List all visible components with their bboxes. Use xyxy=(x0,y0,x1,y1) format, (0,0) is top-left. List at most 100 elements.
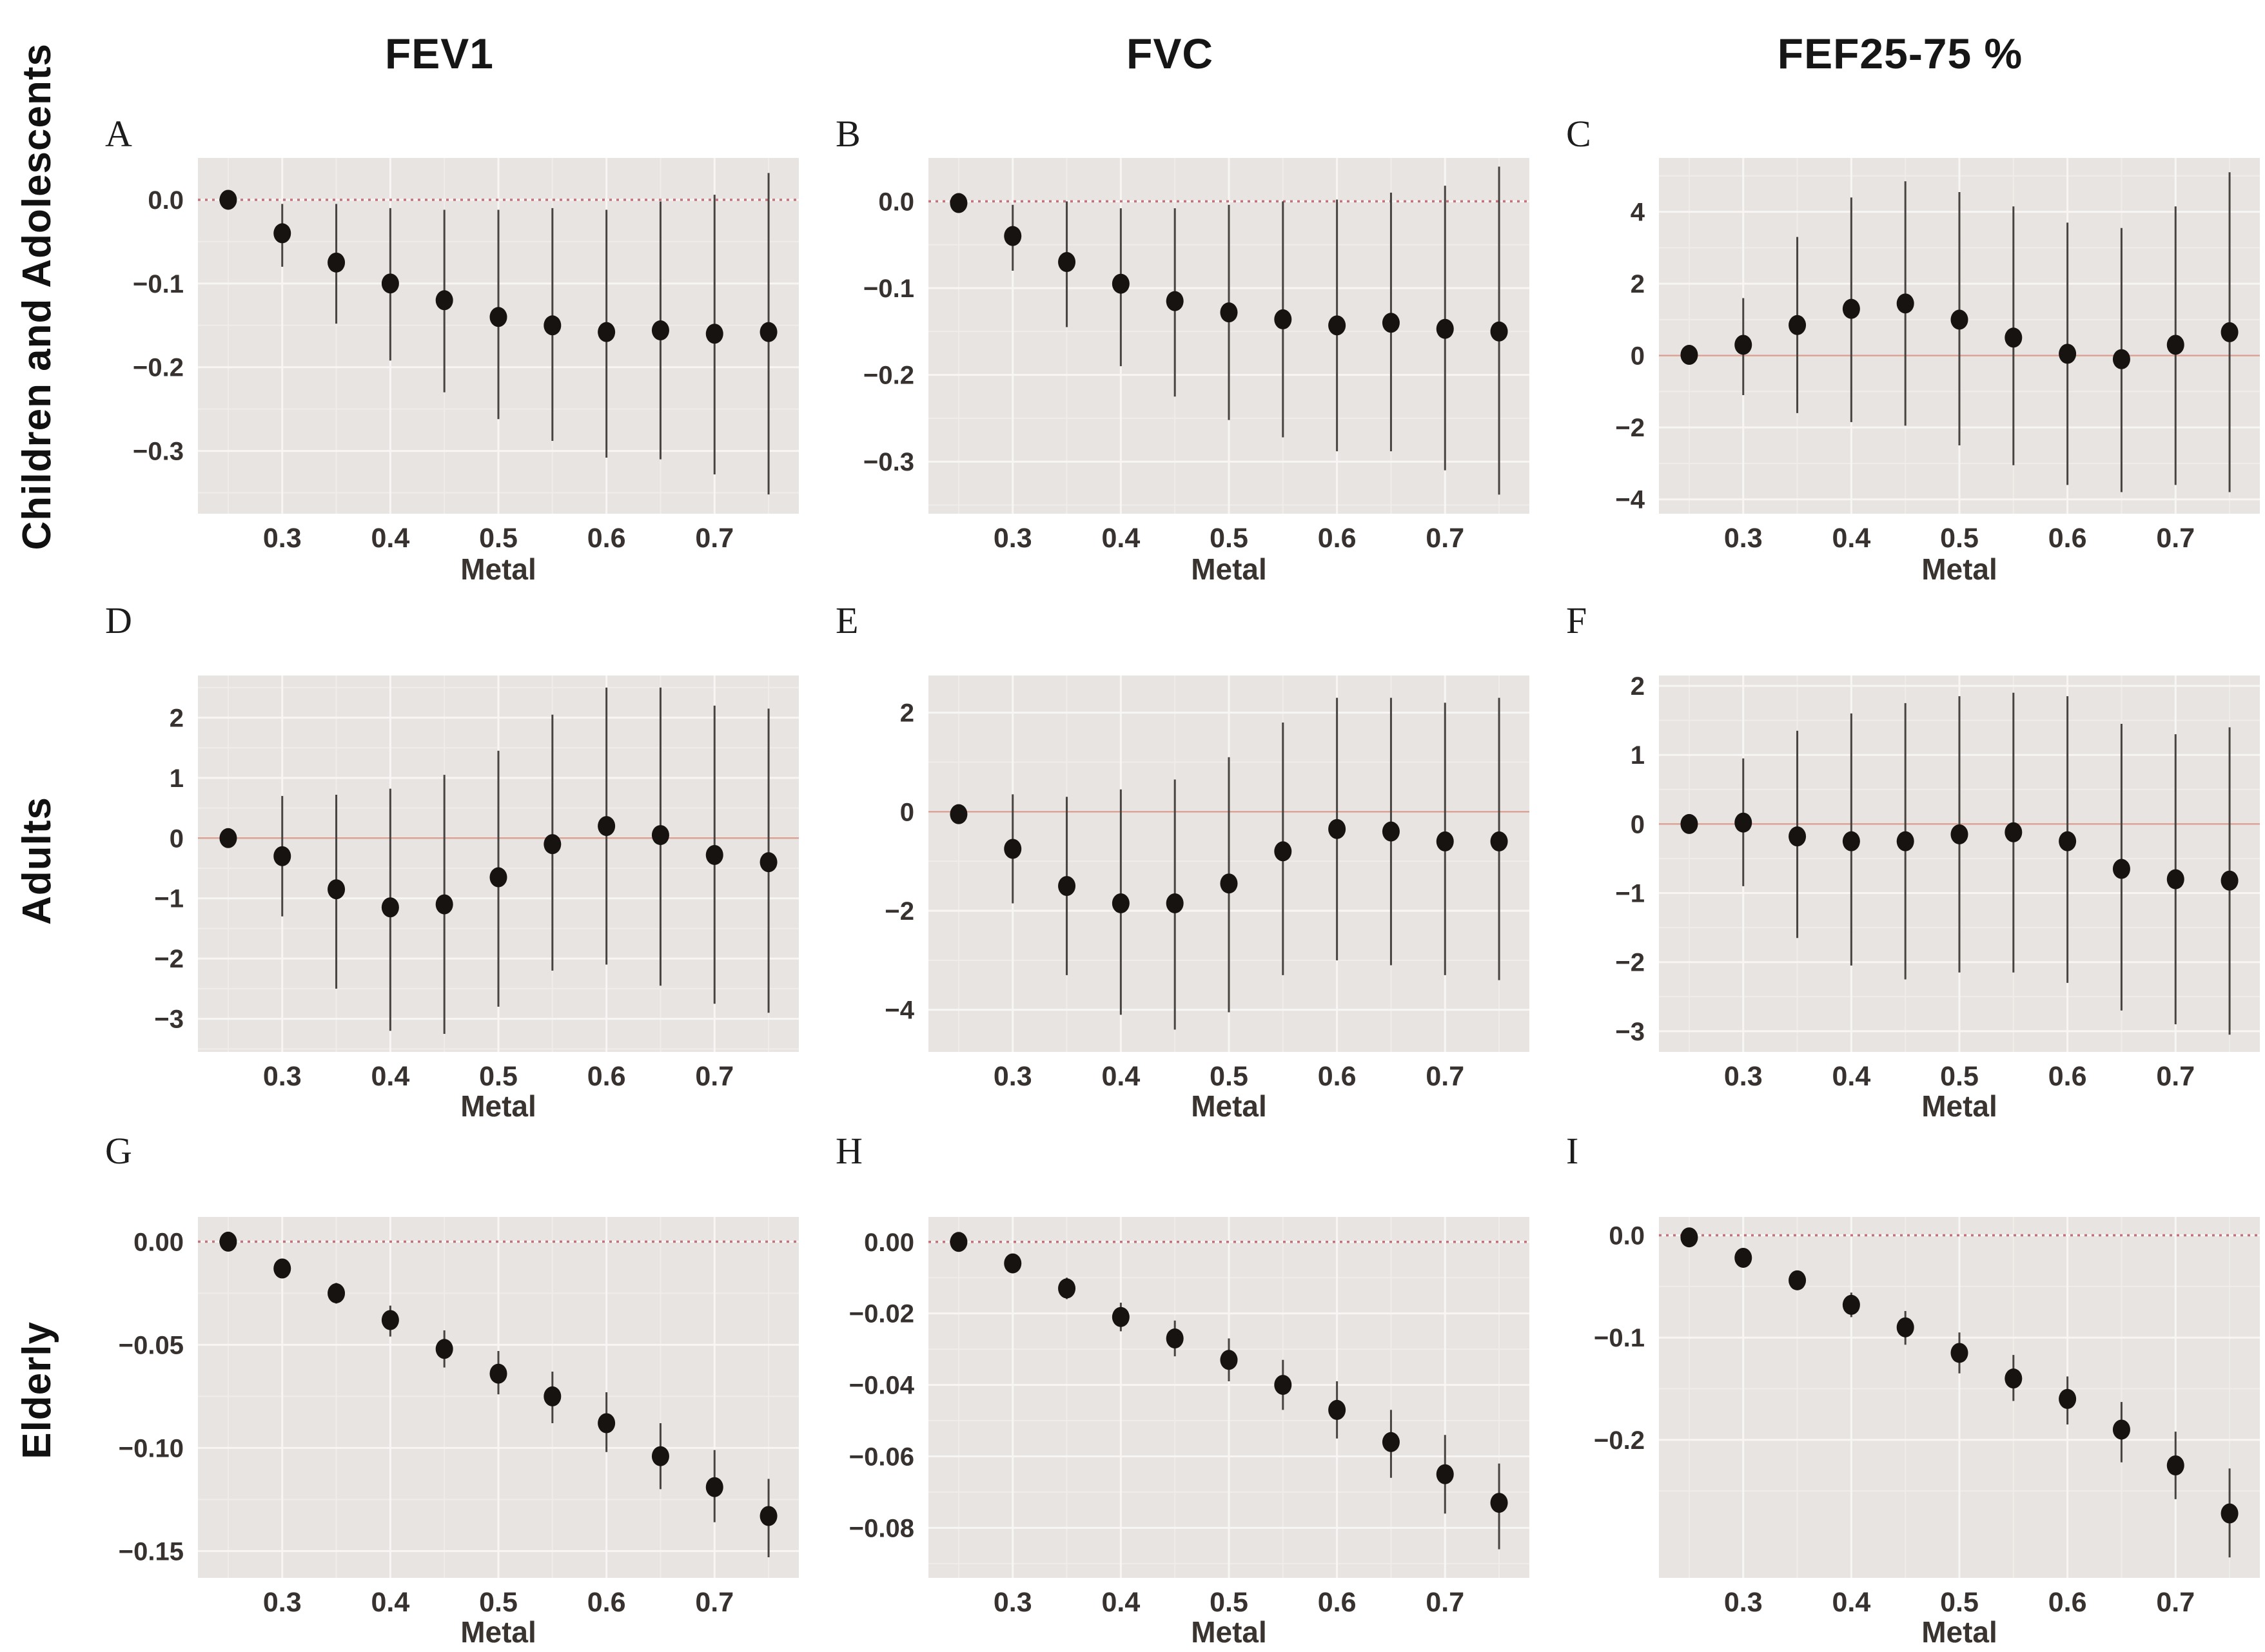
data-point xyxy=(2005,327,2023,348)
data-point xyxy=(651,825,669,846)
data-point xyxy=(1274,841,1292,862)
data-point xyxy=(1734,335,1752,355)
panel-letter: F xyxy=(1566,599,1587,641)
y-tick-label: 2 xyxy=(170,704,184,732)
chart-panel-d: 2 1 0 −1 −2 −3 0.3 0.4 0.5 0.6 0.7 Metal D xyxy=(74,593,805,1128)
x-tick-label: 0.4 xyxy=(1101,1587,1140,1618)
data-point xyxy=(1789,1270,1807,1290)
data-point xyxy=(1328,315,1346,336)
data-point xyxy=(1112,273,1130,294)
x-tick-label: 0.5 xyxy=(1940,1587,1979,1618)
data-point xyxy=(1382,1432,1400,1452)
panel-plot: 4 2 0 −2 −4 0.3 0.4 0.5 0.6 0.7 Metal C xyxy=(1566,113,2260,586)
data-point xyxy=(1680,813,1698,834)
data-point xyxy=(1058,1278,1076,1299)
x-tick-label: 0.6 xyxy=(587,1061,626,1092)
chart-panel-b: 0.0 −0.1 −0.2 −0.3 0.3 0.4 0.5 0.6 0.7 Metal B xyxy=(805,106,1535,593)
data-point xyxy=(273,223,291,244)
y-tick-label: −0.2 xyxy=(1594,1426,1645,1455)
panel-letter: D xyxy=(105,599,132,641)
data-point xyxy=(1950,824,1968,844)
data-point xyxy=(950,1232,968,1252)
x-axis-title: Metal xyxy=(1191,552,1267,586)
chart-panel-h: 0.00 −0.02 −0.04 −0.06 −0.08 0.3 0.4 0.5 0.6 0.7 M… xyxy=(805,1128,1535,1652)
data-point xyxy=(489,867,507,888)
x-tick-label: 0.6 xyxy=(1318,1587,1357,1618)
row-label-cell-children: Children and Adolescents xyxy=(0,0,74,593)
y-tick-label: 0.0 xyxy=(878,188,914,216)
data-point xyxy=(760,852,778,873)
chart-panel-f: 2 1 0 −1 −2 −3 0.3 0.4 0.5 0.6 0.7 Metal F xyxy=(1535,593,2265,1128)
data-point xyxy=(2112,349,2130,369)
y-tick-label: −0.15 xyxy=(119,1537,184,1566)
panel-plot: 0.00 −0.05 −0.10 −0.15 0.3 0.4 0.5 0.6 0.7 Metal G xyxy=(105,1130,799,1649)
row-label-cell-elderly: Elderly xyxy=(0,1128,74,1652)
y-tick-label: 0.00 xyxy=(133,1228,184,1256)
data-point xyxy=(2221,1503,2239,1524)
data-point xyxy=(1896,831,1914,851)
data-point xyxy=(1436,318,1454,339)
y-tick-label: −0.06 xyxy=(849,1443,914,1471)
x-tick-label: 0.6 xyxy=(2048,1587,2087,1618)
x-tick-label: 0.7 xyxy=(2156,1587,2195,1618)
data-point xyxy=(381,897,399,918)
data-point xyxy=(328,252,346,273)
x-axis-title: Metal xyxy=(1921,552,1997,586)
y-tick-label: −0.04 xyxy=(849,1372,915,1400)
panel-plot: 2 1 0 −1 −2 −3 0.3 0.4 0.5 0.6 0.7 Metal F xyxy=(1566,599,2260,1123)
x-axis-title: Metal xyxy=(460,552,536,586)
panel-plot: 0.0 −0.1 −0.2 0.3 0.4 0.5 0.6 0.7 Metal I xyxy=(1566,1130,2260,1649)
data-point xyxy=(1842,1294,1860,1315)
column-header-fef-label: FEF25-75 % xyxy=(1777,29,2023,77)
data-point xyxy=(1950,1343,1968,1363)
x-tick-label: 0.3 xyxy=(1724,523,1763,554)
data-point xyxy=(1789,826,1807,847)
data-point xyxy=(760,1506,778,1526)
x-tick-label: 0.4 xyxy=(1832,1587,1870,1618)
row-label-children: Children and Adolescents xyxy=(15,43,59,550)
data-point xyxy=(489,307,507,327)
panel-plot: 0.0 −0.1 −0.2 −0.3 0.3 0.4 0.5 0.6 0.7 Metal A xyxy=(105,113,799,586)
column-header-fef: FEF25-75 % xyxy=(1535,0,2265,106)
panel-letter: C xyxy=(1566,113,1591,155)
column-header-fev1: FEV1 xyxy=(74,0,805,106)
x-tick-label: 0.3 xyxy=(1724,1587,1763,1618)
x-axis-title: Metal xyxy=(1921,1089,1997,1123)
data-point xyxy=(1328,1399,1346,1420)
data-point xyxy=(219,189,237,210)
x-tick-label: 0.3 xyxy=(994,1587,1032,1618)
x-tick-label: 0.7 xyxy=(1426,523,1464,554)
data-point xyxy=(1680,1227,1698,1248)
panel-letter: I xyxy=(1566,1130,1578,1172)
data-point xyxy=(1896,293,1914,314)
x-tick-label: 0.5 xyxy=(1940,1061,1979,1092)
data-point xyxy=(1436,1464,1454,1484)
x-tick-label: 0.4 xyxy=(371,1587,409,1618)
y-tick-label: 2 xyxy=(1631,270,1645,298)
y-tick-label: −0.05 xyxy=(119,1331,184,1359)
y-tick-label: 0.00 xyxy=(864,1229,914,1257)
data-point xyxy=(1274,1375,1292,1395)
x-tick-label: 0.5 xyxy=(479,1587,518,1618)
x-tick-label: 0.6 xyxy=(2048,1061,2087,1092)
data-point xyxy=(1382,821,1400,842)
y-tick-label: 0 xyxy=(170,824,184,853)
y-tick-label: −0.3 xyxy=(863,448,914,476)
x-tick-label: 0.4 xyxy=(371,523,409,554)
data-point xyxy=(435,894,453,915)
data-point xyxy=(1490,831,1508,851)
data-point xyxy=(544,1386,562,1406)
chart-panel-g: 0.00 −0.05 −0.10 −0.15 0.3 0.4 0.5 0.6 0.7 Metal G xyxy=(74,1128,805,1652)
data-point xyxy=(1004,839,1022,859)
x-tick-label: 0.6 xyxy=(2048,523,2087,554)
data-point xyxy=(1112,893,1130,913)
y-tick-label: 0 xyxy=(1631,810,1645,839)
y-tick-label: 1 xyxy=(1631,741,1645,770)
x-tick-label: 0.5 xyxy=(479,523,518,554)
y-tick-label: −2 xyxy=(154,945,184,973)
data-point xyxy=(328,879,346,900)
data-point xyxy=(2059,831,2077,851)
y-tick-label: 0.0 xyxy=(148,186,184,215)
x-tick-label: 0.7 xyxy=(695,1061,734,1092)
data-point xyxy=(489,1363,507,1384)
